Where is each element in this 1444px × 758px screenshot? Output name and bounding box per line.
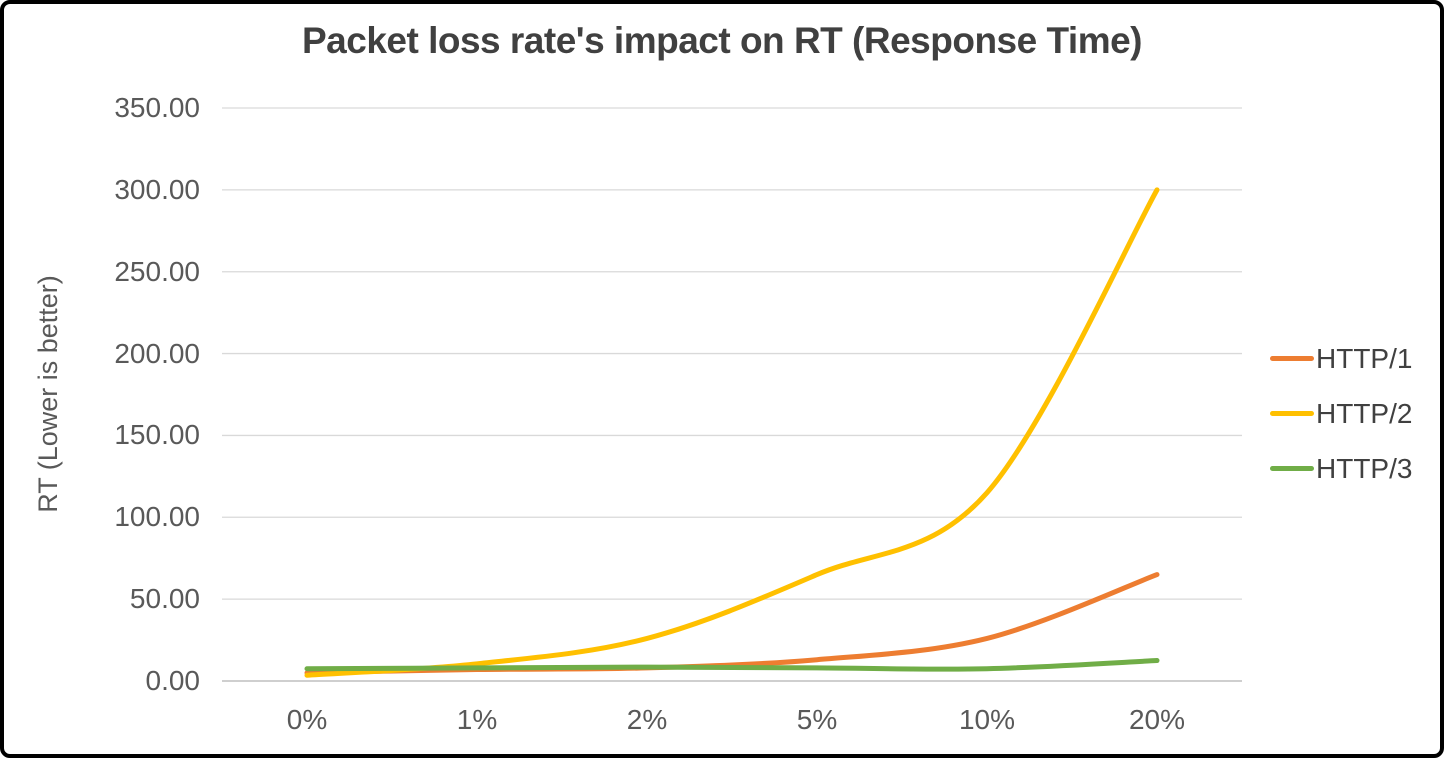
y-tick-label: 150.00 <box>114 419 200 451</box>
legend: HTTP/1 HTTP/2 HTTP/3 <box>1270 342 1412 485</box>
x-tick-label: 5% <box>796 704 838 735</box>
y-tick-label: 350.00 <box>114 92 200 123</box>
legend-line-marker-icon <box>1270 411 1314 416</box>
y-tick-label: 0.00 <box>145 665 201 696</box>
x-tick-label: 1% <box>456 704 498 735</box>
chart-title: Packet loss rate's impact on RT (Respons… <box>301 20 1143 61</box>
x-tick-label: 0% <box>286 704 328 735</box>
series-line-http3 <box>304 658 1160 672</box>
legend-item: HTTP/1 <box>1270 342 1412 375</box>
legend-item: HTTP/3 <box>1270 452 1412 485</box>
x-tick-label: 20% <box>1128 704 1186 735</box>
y-tick-label: 100.00 <box>114 501 200 533</box>
legend-line-marker-icon <box>1270 466 1314 471</box>
y-tick-label: 250.00 <box>114 255 200 287</box>
plot-area <box>222 107 1242 682</box>
x-tick-label: 2% <box>626 704 668 735</box>
legend-item-label: HTTP/3 <box>1316 452 1413 484</box>
y-tick-label: 50.00 <box>129 583 200 615</box>
y-tick-label: 300.00 <box>114 173 200 205</box>
legend-line-marker-icon <box>1270 356 1314 361</box>
legend-item-label: HTTP/2 <box>1316 397 1413 429</box>
y-tick-label: 200.00 <box>114 337 200 369</box>
legend-item-label: HTTP/1 <box>1316 342 1413 374</box>
series-line-http1 <box>304 572 1160 676</box>
x-tick-label: 10% <box>958 704 1016 735</box>
legend-item: HTTP/2 <box>1270 397 1412 430</box>
series-line-http2 <box>304 187 1160 678</box>
